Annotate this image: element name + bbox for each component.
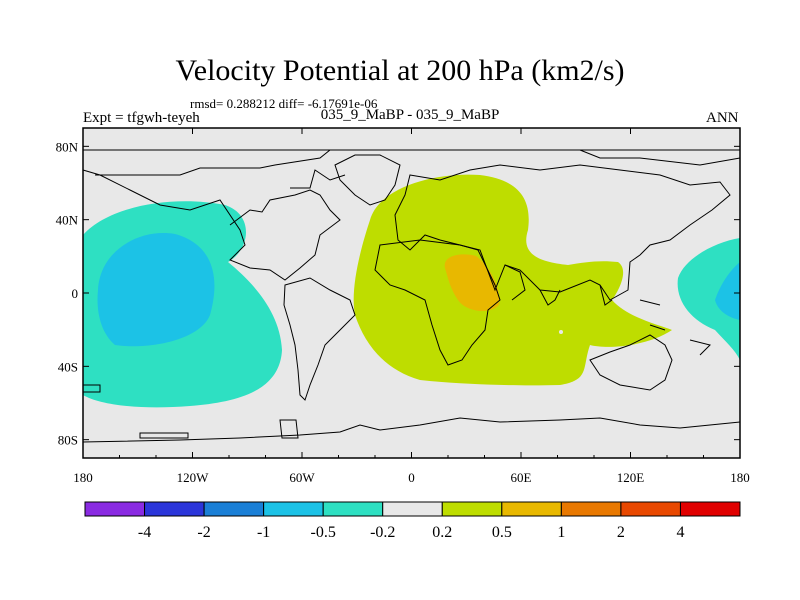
colorbar-swatch [322,501,384,517]
greenland-coast [334,154,401,206]
antarctic-inlet [279,419,299,439]
eurasia-coast [394,164,731,301]
south-america-coast [283,277,356,401]
x-tick-label: 60E [511,470,532,485]
experiment-label: Expt = tfgwh-teyeh [83,110,200,126]
colorbar: -4 -2 -1 -0.5 -0.2 0.2 0.5 1 2 4 [84,501,741,541]
asia-peninsulas [504,264,666,331]
contour-region [715,262,740,320]
stats-text: rmsd= 0.288212 diff= -6.17691e-06 [190,96,378,111]
x-axis: 180 120W 60W 0 60E 120E 180 [73,128,750,485]
y-tick-label: 0 [72,286,79,301]
coastlines [82,149,741,443]
x-tick-label: 180 [73,470,93,485]
contour-region [444,254,500,312]
colorbar-swatch [382,501,443,517]
australia-coast [589,334,673,391]
pacific-islands [83,339,711,393]
colorbar-label: -2 [197,524,210,541]
africa-coast [374,239,501,366]
colorbar-label: 0.2 [432,524,452,541]
season-label: ANN [706,110,739,126]
colorbar-swatch [620,501,681,517]
y-tick-label: 80S [58,433,78,448]
colorbar-swatch [560,501,622,517]
colorbar-label: -1 [257,524,270,541]
north-america-coast [82,169,341,281]
colorbar-swatch [144,501,205,517]
y-tick-label: 80N [56,139,79,154]
colorbar-label: 2 [617,524,625,541]
colorbar-label: -4 [138,524,151,541]
colorbar-swatch [203,501,265,517]
colorbar-swatch [441,501,503,517]
chart-title: Velocity Potential at 200 hPa (km2/s) [175,54,625,87]
colorbar-label: 0.5 [492,524,512,541]
x-tick-label: 60W [289,470,315,485]
colorbar-label: -0.5 [311,524,336,541]
colorbar-label: -0.2 [370,524,395,541]
colorbar-label: 4 [676,524,684,541]
y-tick-label: 40N [56,213,79,228]
contour-region [97,233,215,347]
antarctica-coast [82,417,741,443]
colorbar-swatch [263,501,324,517]
x-tick-label: 120E [617,470,645,485]
contour-fills [83,174,740,408]
colorbar-swatch [679,501,741,517]
x-tick-label: 180 [730,470,750,485]
colorbar-swatch [501,501,562,517]
x-tick-label: 120W [177,470,210,485]
ice-shelf [139,432,189,439]
arctic-coast [83,149,741,189]
colorbar-swatch [84,501,146,517]
y-tick-label: 40S [58,359,78,374]
contour-region [677,238,740,360]
y-axis: 80N 40N 0 40S 80S [56,139,740,448]
cases-label: 035_9_MaBP - 035_9_MaBP [320,107,500,123]
colorbar-label: 1 [557,524,565,541]
x-tick-label: 0 [408,470,415,485]
contour-region [353,174,672,386]
